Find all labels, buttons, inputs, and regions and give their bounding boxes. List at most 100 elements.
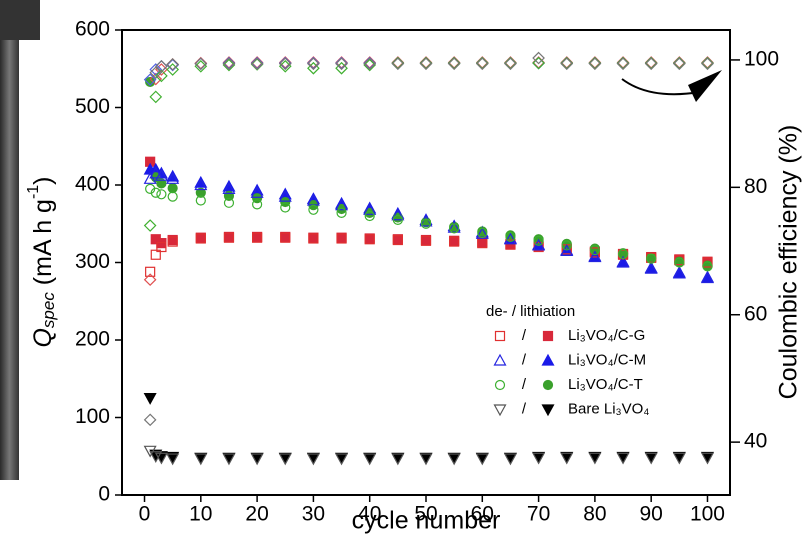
y-label-symbol: Q xyxy=(29,328,57,347)
y-tick-label: 400 xyxy=(75,173,110,196)
y2-tick-label: 60 xyxy=(744,302,767,325)
y2-tick-label: 100 xyxy=(744,47,779,70)
delithiation-point xyxy=(420,235,432,246)
efficiency-point xyxy=(532,56,545,70)
delithiation-point xyxy=(149,451,163,463)
delithiation-point xyxy=(532,452,546,465)
delithiation-point xyxy=(644,452,658,465)
efficiency-point xyxy=(194,56,208,70)
efficiency-point xyxy=(278,56,292,70)
delithiation-point xyxy=(702,257,713,268)
delithiation-point xyxy=(194,178,208,191)
efficiency-point xyxy=(222,57,236,71)
efficiency-point xyxy=(616,57,630,71)
y2-tick-label: 40 xyxy=(744,430,767,453)
x-tick-label: 50 xyxy=(414,503,437,526)
delithiation-point xyxy=(194,453,208,466)
delithiation-point xyxy=(336,207,347,218)
lithiation-point xyxy=(167,183,178,194)
efficiency-point xyxy=(149,72,163,86)
x-tick-label: 80 xyxy=(583,503,606,526)
y-label-subscript: spec xyxy=(39,292,58,328)
lithiation-point xyxy=(156,178,167,189)
delithiation-point xyxy=(391,208,405,221)
delithiation-point xyxy=(166,172,180,184)
legend-marker xyxy=(541,353,555,366)
efficiency-point xyxy=(194,59,208,73)
delithiation-point xyxy=(223,232,235,243)
delithiation-point xyxy=(419,214,433,227)
efficiency-point xyxy=(194,57,208,71)
efficiency-point xyxy=(419,56,433,70)
delithiation-point xyxy=(364,210,375,222)
delithiation-point xyxy=(449,223,460,234)
delithiation-point xyxy=(616,452,630,465)
efficiency-point xyxy=(149,90,163,104)
delithiation-point xyxy=(167,236,178,247)
x-axis-label: cycle number xyxy=(352,507,501,535)
efficiency-point xyxy=(701,56,714,70)
y-label-unit: (mA h g xyxy=(29,199,57,292)
delithiation-point xyxy=(392,214,403,225)
delithiation-point xyxy=(363,203,377,215)
legend-marker xyxy=(542,379,554,391)
lithiation-point xyxy=(195,187,206,198)
efficiency-point xyxy=(701,57,714,71)
y-tick-label: 100 xyxy=(75,405,110,428)
delithiation-point xyxy=(150,187,161,198)
delithiation-point xyxy=(702,261,713,272)
legend-title: de- / lithiation xyxy=(486,303,575,320)
delithiation-point xyxy=(447,453,461,466)
efficiency-point xyxy=(504,56,517,70)
y2-tick-label: 80 xyxy=(744,175,767,198)
delithiation-point xyxy=(145,266,156,277)
legend-label: Bare Li₃VO₄ xyxy=(568,400,649,417)
legend-separator: / xyxy=(522,376,527,393)
efficiency-point xyxy=(504,56,517,70)
delithiation-point xyxy=(280,202,291,213)
y-label-close: ) xyxy=(29,176,57,184)
legend-marker xyxy=(542,330,554,342)
y-tick-label: 0 xyxy=(98,483,110,506)
delithiation-point xyxy=(250,453,264,466)
efficiency-point xyxy=(475,57,489,71)
delithiation-point xyxy=(149,166,163,179)
x-tick-label: 0 xyxy=(139,503,151,526)
lithiation-point xyxy=(166,451,180,464)
delithiation-point xyxy=(306,453,320,466)
efficiency-point xyxy=(475,56,489,70)
delithiation-point xyxy=(561,240,572,251)
y-label-exponent: -1 xyxy=(25,185,42,199)
delithiation-point xyxy=(222,182,236,194)
delithiation-point xyxy=(195,195,206,206)
delithiation-point xyxy=(364,234,375,245)
y-tick-label: 200 xyxy=(75,328,110,351)
efficiency-point xyxy=(143,73,157,87)
delithiation-point xyxy=(156,241,167,253)
efficiency-point xyxy=(335,57,348,71)
efficiency-point xyxy=(560,56,574,70)
delithiation-point xyxy=(419,453,433,466)
delithiation-point xyxy=(672,452,686,465)
efficiency-point xyxy=(166,58,180,71)
efficiency-point xyxy=(447,56,461,70)
delithiation-point xyxy=(560,452,574,465)
delithiation-point xyxy=(308,233,319,244)
efficiency-point xyxy=(149,66,163,80)
delithiation-point xyxy=(154,452,168,465)
efficiency-point xyxy=(419,56,433,70)
efficiency-point xyxy=(644,56,658,70)
efficiency-point xyxy=(672,57,686,71)
legend-marker xyxy=(493,353,507,366)
x-tick-label: 70 xyxy=(527,503,550,526)
delithiation-point xyxy=(616,255,630,268)
legend-marker xyxy=(541,404,555,417)
efficiency-point xyxy=(166,63,180,76)
y-tick-label: 500 xyxy=(75,95,110,118)
efficiency-point xyxy=(616,56,630,70)
lithiation-point xyxy=(156,238,167,249)
delithiation-point xyxy=(646,253,657,264)
lithiation-point xyxy=(145,76,156,88)
efficiency-point xyxy=(391,56,405,70)
delithiation-point xyxy=(280,232,291,243)
